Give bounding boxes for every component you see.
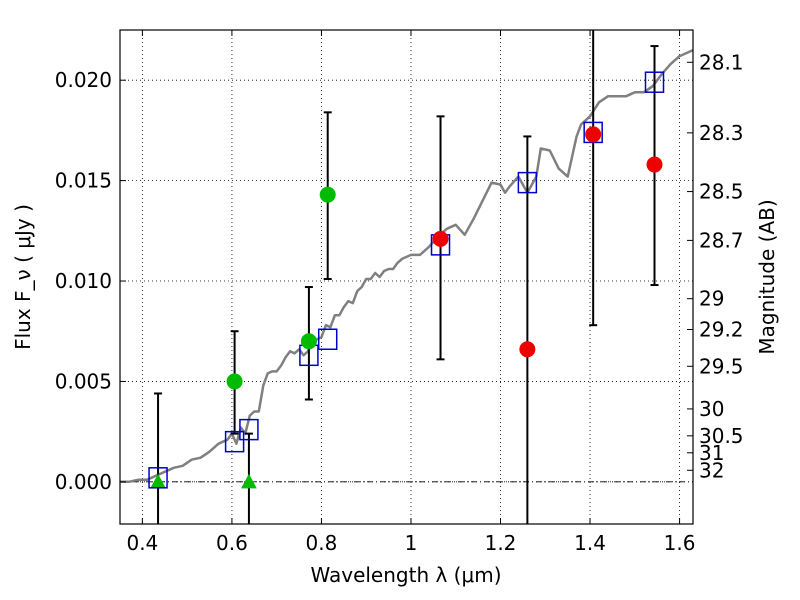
model-square-marker [317, 328, 338, 351]
grid [120, 30, 693, 524]
plot-frame [119, 29, 694, 525]
y2-axis-label: Magnitude (AB) [755, 199, 779, 354]
error-bars [154, 30, 659, 524]
green-triangle-marker [241, 473, 257, 489]
y2-tick-label: 30 [699, 397, 724, 421]
y2-tick-label: 28.3 [699, 121, 744, 145]
model-square-marker [224, 430, 245, 453]
x-tick-label: 1 [405, 531, 418, 555]
y2-tick-label: 28.5 [699, 180, 744, 204]
green-circle-marker [300, 333, 317, 350]
data-points [148, 71, 665, 489]
model-spectrum [120, 48, 693, 484]
y2-tick-label: 32 [699, 458, 724, 482]
y2-tick-label: 31 [699, 441, 724, 465]
model-square-marker [239, 418, 259, 441]
x-axis-label: Wavelength λ (μm) [310, 563, 501, 587]
y2-tick-label: 28.7 [699, 228, 744, 252]
red-circle-marker [519, 341, 536, 358]
green-circle-marker [226, 373, 243, 390]
red-circle-marker [432, 230, 449, 247]
x-tick-label: 1.6 [664, 531, 696, 555]
y-tick-label: 0.010 [55, 269, 112, 293]
y2-tick-label: 29.5 [699, 354, 744, 378]
axis-ticks [120, 30, 693, 524]
tick-labels: 0.4 0.6 0.8 1 1.2 1.4 1.6 0.000 0.005 0.010 0.015 0… [55, 50, 744, 555]
model-square-marker [148, 467, 168, 489]
y-axis-label: Flux F_ν ( μJy ) [11, 204, 35, 350]
green-circle-marker [319, 186, 336, 203]
red-circle-marker [585, 126, 602, 143]
y-tick-label: 0.020 [55, 68, 112, 92]
y-tick-label: 0.005 [55, 369, 112, 393]
y2-tick-label: 30.5 [699, 424, 744, 448]
x-tick-label: 0.6 [216, 531, 248, 555]
x-tick-label: 0.4 [126, 531, 158, 555]
model-spectrum-line [120, 48, 693, 484]
x-tick-label: 1.2 [485, 531, 517, 555]
y2-tick-label: 28.1 [699, 50, 744, 74]
x-tick-label: 1.4 [574, 531, 606, 555]
y-tick-label: 0.000 [55, 470, 112, 494]
y2-tick-label: 29 [699, 287, 724, 311]
y2-tick-label: 29.2 [699, 317, 744, 341]
x-tick-label: 0.8 [306, 531, 338, 555]
red-circle-marker [646, 156, 663, 173]
y-tick-label: 0.015 [55, 169, 112, 193]
model-square-marker [644, 71, 665, 93]
model-square-marker [517, 171, 538, 194]
